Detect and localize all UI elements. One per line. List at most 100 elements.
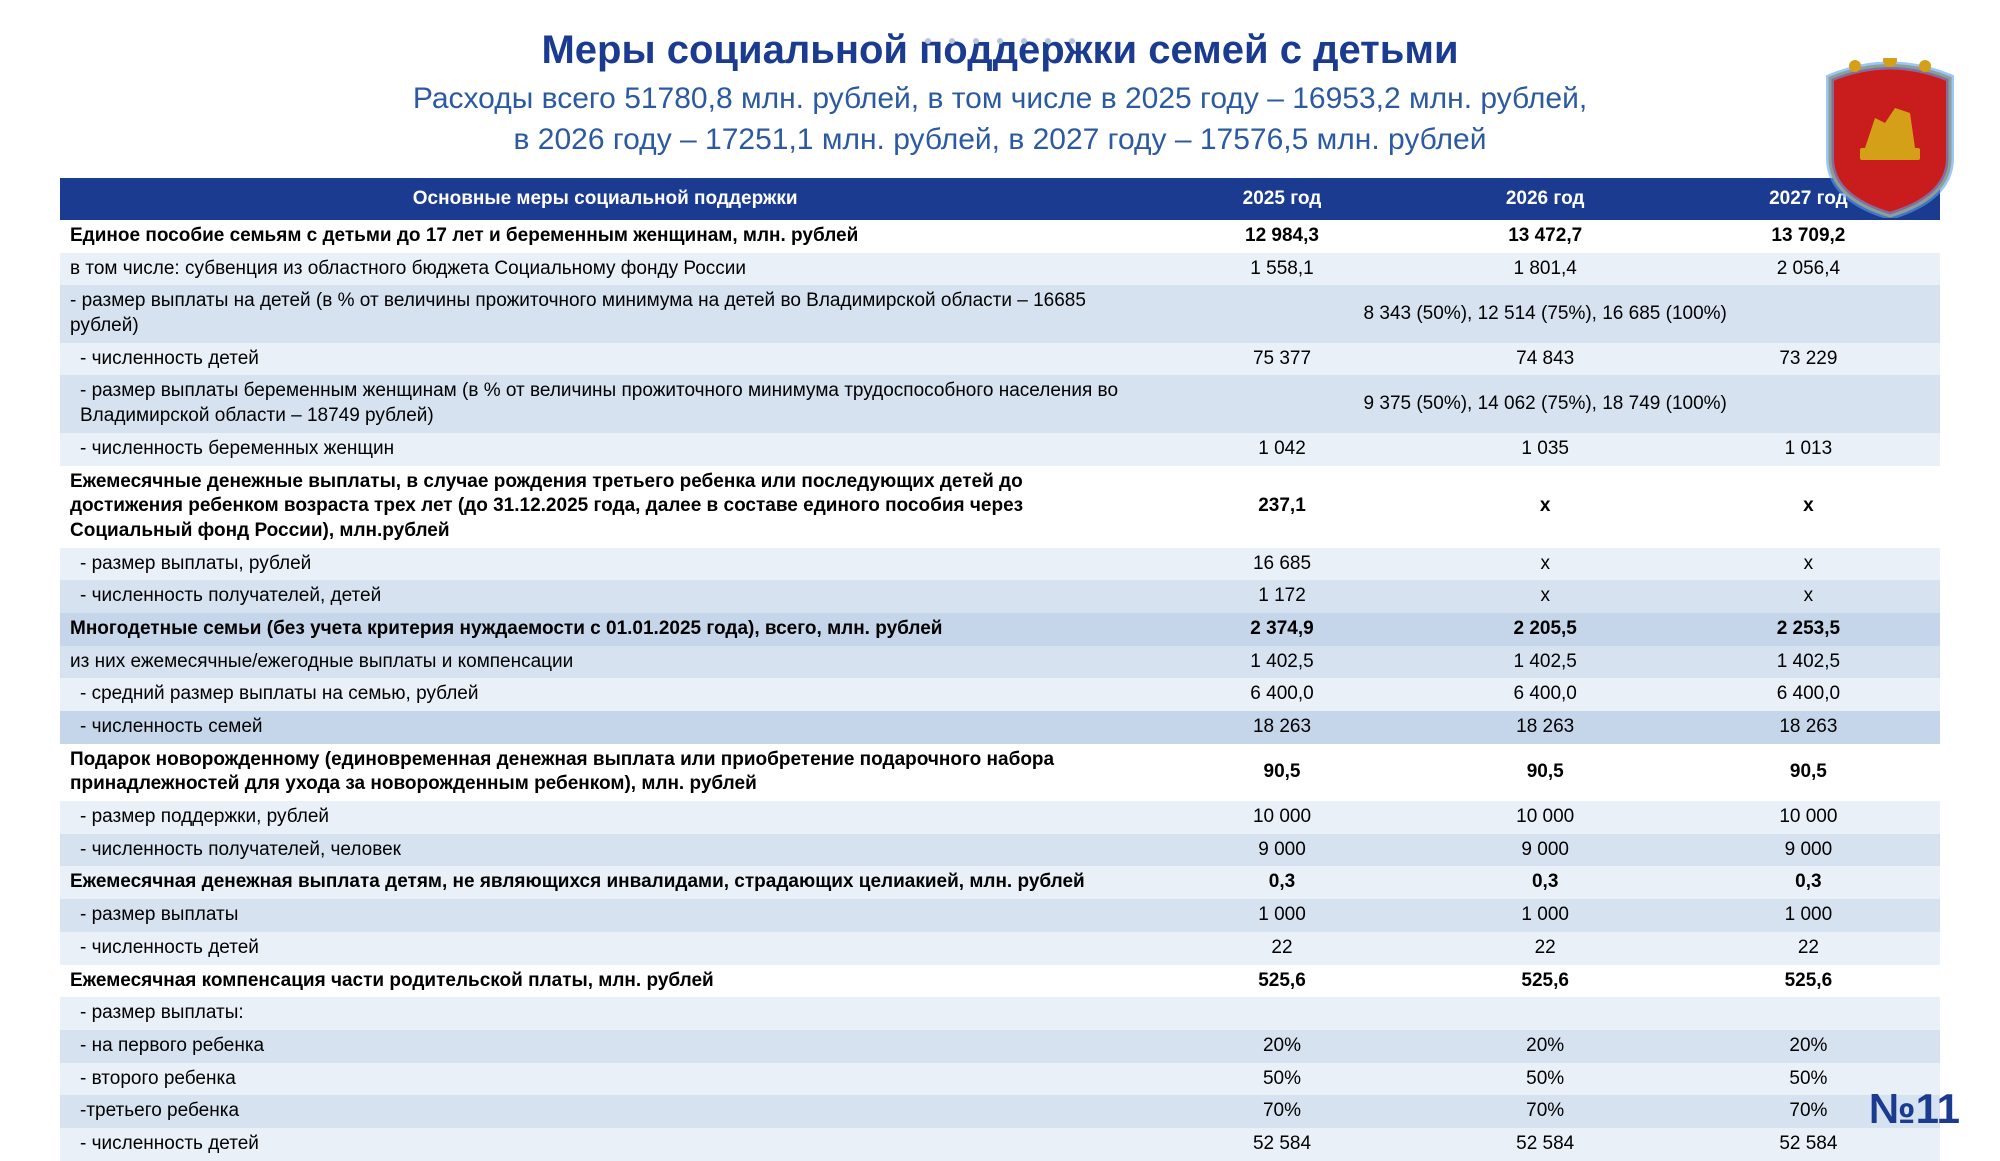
row-value: 1 035 <box>1414 433 1677 466</box>
row-value: 1 558,1 <box>1150 253 1413 286</box>
page-subtitle: Расходы всего 51780,8 млн. рублей, в том… <box>0 79 2000 160</box>
row-value: 16 685 <box>1150 548 1413 581</box>
col-header-measures: Основные меры социальной поддержки <box>60 178 1150 220</box>
row-value: 525,6 <box>1150 965 1413 998</box>
row-value: 237,1 <box>1150 466 1413 548</box>
row-value: 1 801,4 <box>1414 253 1677 286</box>
row-value: 6 400,0 <box>1414 678 1677 711</box>
table-row: - средний размер выплаты на семью, рубле… <box>60 678 1940 711</box>
col-header-2026: 2026 год <box>1414 178 1677 220</box>
table-row: Ежемесячная компенсация части родительск… <box>60 965 1940 998</box>
table-row: в том числе: субвенция из областного бюд… <box>60 253 1940 286</box>
table-row: - размер выплаты, рублей16 685xx <box>60 548 1940 581</box>
table-row: - размер выплаты на детей (в % от величи… <box>60 285 1940 342</box>
decor-dot <box>973 38 979 44</box>
row-value: 18 263 <box>1150 711 1413 744</box>
row-value: 13 472,7 <box>1414 220 1677 253</box>
row-value: 22 <box>1414 932 1677 965</box>
row-value: 0,3 <box>1677 866 1940 899</box>
row-label: - на первого ребенка <box>60 1030 1150 1063</box>
row-value: 90,5 <box>1414 744 1677 801</box>
table-row: Многодетные семьи (без учета критерия ну… <box>60 613 1940 646</box>
row-value: 70% <box>1150 1095 1413 1128</box>
table-row: - численность получателей, человек9 0009… <box>60 834 1940 867</box>
row-value: 90,5 <box>1150 744 1413 801</box>
table-row: - размер выплаты1 0001 0001 000 <box>60 899 1940 932</box>
row-label: Ежемесячная компенсация части родительск… <box>60 965 1150 998</box>
row-value: 73 229 <box>1677 343 1940 376</box>
row-label: - размер выплаты: <box>60 997 1150 1030</box>
row-value: 18 263 <box>1677 711 1940 744</box>
table-row: - размер поддержки, рублей10 00010 00010… <box>60 801 1940 834</box>
row-value: 2 056,4 <box>1677 253 1940 286</box>
row-value: 13 709,2 <box>1677 220 1940 253</box>
row-value: 18 263 <box>1414 711 1677 744</box>
row-label: -третьего ребенка <box>60 1095 1150 1128</box>
row-value: 50% <box>1150 1063 1413 1096</box>
row-value: 9 000 <box>1677 834 1940 867</box>
row-label: - численность получателей, человек <box>60 834 1150 867</box>
row-label: - численность детей <box>60 932 1150 965</box>
row-value: x <box>1677 466 1940 548</box>
row-value <box>1414 997 1677 1030</box>
row-value: 22 <box>1677 932 1940 965</box>
row-value: 10 000 <box>1414 801 1677 834</box>
row-value: 1 172 <box>1150 580 1413 613</box>
row-value <box>1150 997 1413 1030</box>
row-value: 525,6 <box>1677 965 1940 998</box>
row-value: 75 377 <box>1150 343 1413 376</box>
row-value: 525,6 <box>1414 965 1677 998</box>
decor-dot <box>1069 38 1075 44</box>
row-label: - размер выплаты, рублей <box>60 548 1150 581</box>
row-value: x <box>1414 580 1677 613</box>
row-value: 1 402,5 <box>1677 646 1940 679</box>
table-row: -третьего ребенка70%70%70% <box>60 1095 1940 1128</box>
row-label: - численность беременных женщин <box>60 433 1150 466</box>
row-label: - численность детей <box>60 343 1150 376</box>
row-value: 9 000 <box>1414 834 1677 867</box>
table-row: Единое пособие семьям с детьми до 17 лет… <box>60 220 1940 253</box>
row-value: 1 013 <box>1677 433 1940 466</box>
table-row: - численность детей52 58452 58452 584 <box>60 1128 1940 1161</box>
row-value: x <box>1677 548 1940 581</box>
row-value: x <box>1414 548 1677 581</box>
row-label: Многодетные семьи (без учета критерия ну… <box>60 613 1150 646</box>
table-row: Подарок новорожденному (единовременная д… <box>60 744 1940 801</box>
row-label: - размер поддержки, рублей <box>60 801 1150 834</box>
row-value: 52 584 <box>1150 1128 1413 1161</box>
row-label: - средний размер выплаты на семью, рубле… <box>60 678 1150 711</box>
subtitle-line-1: Расходы всего 51780,8 млн. рублей, в том… <box>413 82 1587 115</box>
data-table-container: Основные меры социальной поддержки 2025 … <box>60 178 1940 1161</box>
decor-dots <box>925 38 1075 44</box>
table-body: Единое пособие семьям с детьми до 17 лет… <box>60 220 1940 1161</box>
row-label: Единое пособие семьям с детьми до 17 лет… <box>60 220 1150 253</box>
row-label: - размер выплаты на детей (в % от величи… <box>60 285 1150 342</box>
row-value: x <box>1414 466 1677 548</box>
row-value: 10 000 <box>1150 801 1413 834</box>
table-row: - на первого ребенка20%20%20% <box>60 1030 1940 1063</box>
row-label: - второго ребенка <box>60 1063 1150 1096</box>
row-value: 1 402,5 <box>1414 646 1677 679</box>
row-label: - размер выплаты <box>60 899 1150 932</box>
row-value: 70% <box>1414 1095 1677 1128</box>
row-value: 6 400,0 <box>1677 678 1940 711</box>
row-value: 90,5 <box>1677 744 1940 801</box>
support-measures-table: Основные меры социальной поддержки 2025 … <box>60 178 1940 1161</box>
row-label: - численность семей <box>60 711 1150 744</box>
row-label: - размер выплаты беременным женщинам (в … <box>60 375 1150 432</box>
row-value: x <box>1677 580 1940 613</box>
row-value: 2 374,9 <box>1150 613 1413 646</box>
row-value: 20% <box>1677 1030 1940 1063</box>
row-value: 0,3 <box>1414 866 1677 899</box>
row-value: 9 000 <box>1150 834 1413 867</box>
table-row: - размер выплаты: <box>60 997 1940 1030</box>
table-row: - численность детей75 37774 84373 229 <box>60 343 1940 376</box>
row-value: 74 843 <box>1414 343 1677 376</box>
row-label: - численность получателей, детей <box>60 580 1150 613</box>
row-value: 20% <box>1414 1030 1677 1063</box>
table-header-row: Основные меры социальной поддержки 2025 … <box>60 178 1940 220</box>
row-value: 10 000 <box>1677 801 1940 834</box>
row-label: - численность детей <box>60 1128 1150 1161</box>
table-row: - численность получателей, детей1 172xx <box>60 580 1940 613</box>
row-value: 1 402,5 <box>1150 646 1413 679</box>
